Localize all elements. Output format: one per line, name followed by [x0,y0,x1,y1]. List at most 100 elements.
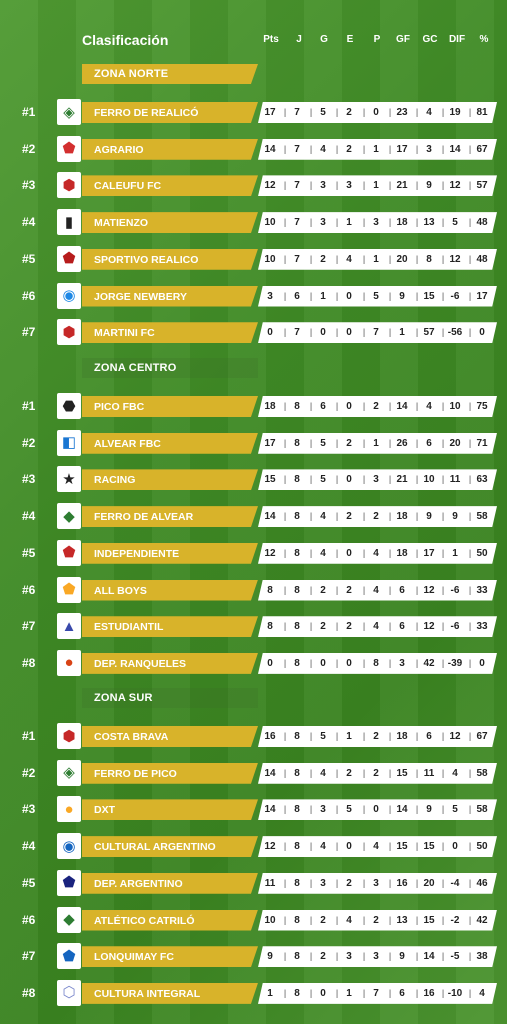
table-row[interactable]: #1 ⬢ COSTA BRAVA 16 8 5 1 2 18 6 12 67 | | | | | | | | [0,723,507,749]
stat-separator: | [362,511,366,522]
team-name-bar[interactable]: FERRO DE ALVEAR [82,506,258,528]
stat-cell-dif: -56 [447,327,463,339]
stat-separator: | [441,657,445,668]
table-row[interactable]: #1 ⬣ PICO FBC 18 8 6 0 2 14 4 10 75 | | | | | | | | [0,393,507,419]
stat-cell-g: 4 [320,511,326,523]
stat-cell-pts: 10 [264,253,276,265]
table-row[interactable]: #3 ⬢ CALEUFU FC 12 7 3 3 1 21 9 12 57 | | | | | | | | [0,172,507,199]
team-name-bar[interactable]: MARTINI FC [82,322,258,344]
team-stats: 10 8 2 4 2 13 15 -2 42 | | | | | | | | [258,909,497,931]
stat-separator: | [441,217,445,228]
stat-cell-e: 1 [346,217,352,229]
stat-separator: | [415,217,419,228]
team-stats: 11 8 3 2 3 16 20 -4 46 | | | | | | | | [258,872,497,894]
stat-cell-g: 5 [320,731,326,742]
team-name-bar[interactable]: FERRO DE REALICÓ [82,102,258,123]
team-name-bar[interactable]: COSTA BRAVA [82,726,258,747]
team-name-bar[interactable]: ESTUDIANTIL [82,616,258,638]
racing-crest-icon: ★ [57,466,81,493]
team-name-bar[interactable]: RACING [82,469,258,491]
table-row[interactable]: #6 ◆ ATLÉTICO CATRILÓ 10 8 2 4 2 13 15 -2 42 | | | | | | |… [0,906,507,933]
team-name-bar[interactable]: ALVEAR FBC [82,432,258,454]
stat-separator: | [309,731,313,741]
stat-separator: | [362,327,366,338]
stat-separator: | [415,253,419,264]
table-row[interactable]: #3 ● DXT 14 8 3 5 0 14 9 5 58 | | | | | | | | [0,796,507,823]
table-row[interactable]: #2 ◈ FERRO DE PICO 14 8 4 2 2 15 11 4 58 | | | | | | | | [0,759,507,786]
table-row[interactable]: #2 ⬟ AGRARIO 14 7 4 2 1 17 3 14 67 | | | | | | | | [0,135,507,162]
stat-cell-g: 2 [320,951,326,963]
zone-title: ZONA CENTRO [94,362,177,374]
team-name-bar[interactable]: DEP. ARGENTINO [82,872,258,894]
stat-separator: | [309,804,313,815]
stat-separator: | [283,804,287,815]
table-row[interactable]: #3 ★ RACING 15 8 5 0 3 21 10 11 63 | | | | | | | | [0,466,507,493]
table-row[interactable]: #5 ⬟ SPORTIVO REALICO 10 7 2 4 1 20 8 12 48 | | | | | | | | [0,245,507,272]
team-name-bar[interactable]: DEP. RANQUELES [82,652,258,674]
stat-cell-e: 0 [346,657,352,669]
table-row[interactable]: #7 ⬢ MARTINI FC 0 7 0 0 7 1 57 -56 0 | | | | | | | | [0,319,507,346]
team-name-bar[interactable]: JORGE NEWBERY [82,285,258,307]
zone-title: ZONA SUR [94,692,153,704]
stat-cell-p: 3 [373,217,379,229]
table-row[interactable]: #6 ⬟ ALL BOYS 8 8 2 2 4 6 12 -6 33 | | | | | | | | [0,576,507,603]
team-name-bar[interactable]: PICO FBC [82,396,258,417]
table-row[interactable]: #8 ● DEP. RANQUELES 0 8 0 0 8 3 42 -39 0 | | | | | | | | [0,649,507,676]
team-name-bar[interactable]: FERRO DE PICO [82,762,258,784]
table-row[interactable]: #5 ⬟ INDEPENDIENTE 12 8 4 0 4 18 17 1 50 | | | | | | | | [0,539,507,566]
table-row[interactable]: #4 ◉ CULTURAL ARGENTINO 12 8 4 0 4 15 15 0 50 | | | | | |… [0,833,507,860]
stat-cell-j: 7 [294,327,300,339]
stat-cell-j: 8 [294,951,300,963]
team-name: MATIENZO [94,217,149,230]
stat-cell-pts: 14 [264,143,276,155]
stat-cell-j: 8 [294,401,300,412]
stat-separator: | [415,180,419,191]
stat-separator: | [388,584,392,595]
team-name-bar[interactable]: MATIENZO [82,212,258,234]
stat-cell-pct: 63 [476,474,488,486]
stat-separator: | [309,474,313,485]
team-name-bar[interactable]: LONQUIMAY FC [82,946,258,968]
stat-separator: | [441,987,445,998]
table-row[interactable]: #6 ◉ JORGE NEWBERY 3 6 1 0 5 9 15 -6 17 | | | | | | | | [0,282,507,309]
stat-cell-g: 3 [320,877,326,889]
team-name-bar[interactable]: ATLÉTICO CATRILÓ [82,909,258,931]
stat-cell-e: 2 [346,621,352,633]
table-row[interactable]: #8 ⬡ CULTURA INTEGRAL 1 8 0 1 7 6 16 -10 4 | | | | | | | | [0,979,507,1006]
page-title: Clasificación [82,32,169,48]
stat-separator: | [362,180,366,191]
team-name-bar[interactable]: CULTURAL ARGENTINO [82,836,258,858]
stat-cell-dif: 0 [452,841,458,853]
pico-fbc-crest-icon: ⬣ [57,393,81,419]
stat-cell-j: 8 [294,914,300,926]
stat-cell-pct: 33 [476,621,488,633]
table-row[interactable]: #1 ◈ FERRO DE REALICÓ 17 7 5 2 0 23 4 19 81 | | | | | | | | [0,99,507,125]
team-name-bar[interactable]: CULTURA INTEGRAL [82,982,258,1004]
team-name-bar[interactable]: ALL BOYS [82,579,258,601]
team-name-bar[interactable]: AGRARIO [82,138,258,160]
table-row[interactable]: #2 ◧ ALVEAR FBC 17 8 5 2 1 26 6 20 71 | | | | | | | | [0,429,507,456]
stat-separator: | [388,547,392,558]
table-row[interactable]: #7 ▲ ESTUDIANTIL 8 8 2 2 4 6 12 -6 33 | | | | | | | | [0,613,507,640]
stat-cell-pct: 42 [476,914,488,926]
stat-cell-j: 8 [294,877,300,889]
team-name-bar[interactable]: SPORTIVO REALICO [82,248,258,270]
team-name: SPORTIVO REALICO [94,253,199,266]
table-row[interactable]: #4 ▮ MATIENZO 10 7 3 1 3 18 13 5 48 | | | | | | | | [0,209,507,236]
table-row[interactable]: #7 ⬟ LONQUIMAY FC 9 8 2 3 3 9 14 -5 38 | | | | | | | | [0,943,507,970]
table-row[interactable]: #5 ⬟ DEP. ARGENTINO 11 8 3 2 3 16 20 -4 46 | | | | | | | | [0,869,507,896]
team-name-bar[interactable]: DXT [82,799,258,821]
team-name-bar[interactable]: INDEPENDIENTE [82,542,258,564]
stat-cell-p: 2 [373,914,379,926]
stat-separator: | [441,474,445,485]
stat-separator: | [362,474,366,485]
stat-separator: | [309,327,313,338]
col-head-j: J [296,34,302,45]
stat-cell-dif: 12 [449,180,461,192]
team-name-bar[interactable]: CALEUFU FC [82,175,258,197]
table-row[interactable]: #4 ◆ FERRO DE ALVEAR 14 8 4 2 2 18 9 9 58 | | | | | | | | [0,503,507,530]
stat-separator: | [283,987,287,998]
independiente-crest-icon: ⬟ [57,539,81,566]
stat-cell-gf: 21 [396,474,408,486]
stat-separator: | [468,253,472,264]
